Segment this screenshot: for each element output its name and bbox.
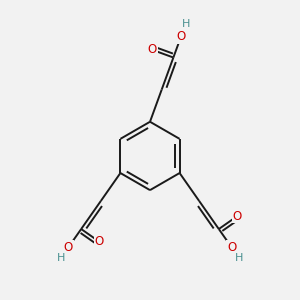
Text: H: H — [56, 253, 65, 263]
Text: O: O — [176, 30, 186, 43]
Text: H: H — [182, 19, 190, 29]
Text: O: O — [95, 235, 104, 248]
Text: H: H — [235, 253, 244, 263]
Text: O: O — [64, 241, 73, 254]
Text: O: O — [148, 44, 157, 56]
Text: O: O — [227, 241, 236, 254]
Text: O: O — [232, 210, 242, 223]
